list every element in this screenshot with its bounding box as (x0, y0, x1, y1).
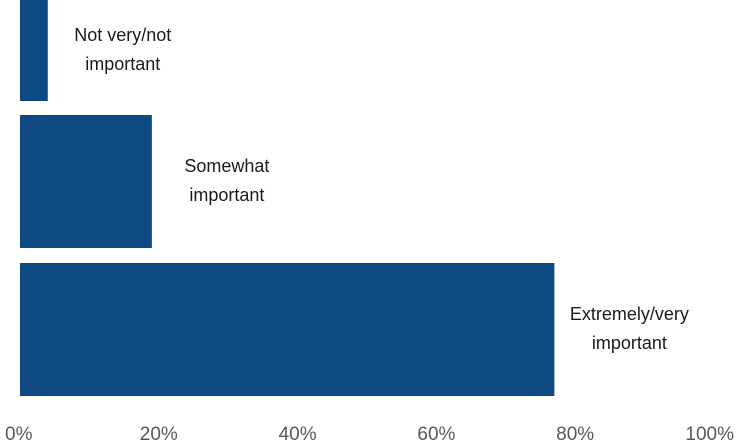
x-tick-label: 0% (5, 424, 33, 445)
bar-label: Not very/not important (74, 25, 171, 74)
bar-label: Extremely/very important (570, 304, 689, 353)
x-tick-label: 20% (140, 424, 178, 445)
x-tick-label: 60% (417, 424, 455, 445)
bar (20, 263, 555, 396)
x-tick-label: 80% (556, 424, 594, 445)
bar-label: Somewhat important (184, 156, 269, 205)
bar (20, 0, 48, 101)
x-tick-label: 100% (685, 424, 734, 445)
bar (20, 115, 152, 248)
x-tick-label: 40% (279, 424, 317, 445)
